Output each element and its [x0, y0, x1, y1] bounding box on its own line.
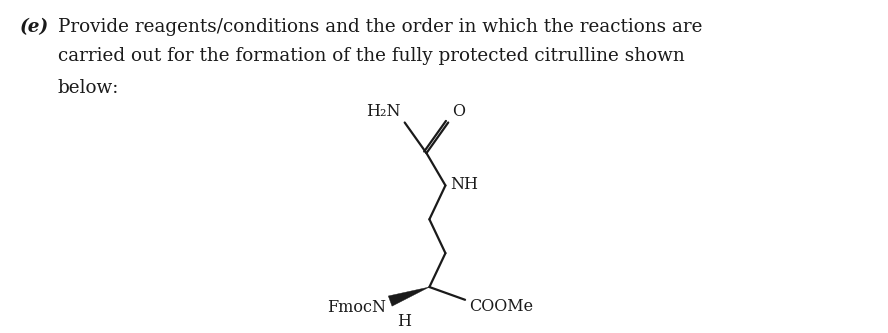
Text: NH: NH [450, 176, 479, 193]
Text: below:: below: [58, 79, 119, 97]
Text: Provide reagents/conditions and the order in which the reactions are: Provide reagents/conditions and the orde… [58, 18, 702, 36]
Text: (e): (e) [20, 18, 49, 36]
Polygon shape [388, 287, 430, 306]
Text: COOMe: COOMe [469, 298, 533, 315]
Text: O: O [452, 103, 465, 120]
Text: H₂N: H₂N [366, 103, 400, 120]
Text: FmocN: FmocN [327, 299, 386, 316]
Text: H: H [397, 313, 411, 330]
Text: carried out for the formation of the fully protected citrulline shown: carried out for the formation of the ful… [58, 47, 685, 65]
